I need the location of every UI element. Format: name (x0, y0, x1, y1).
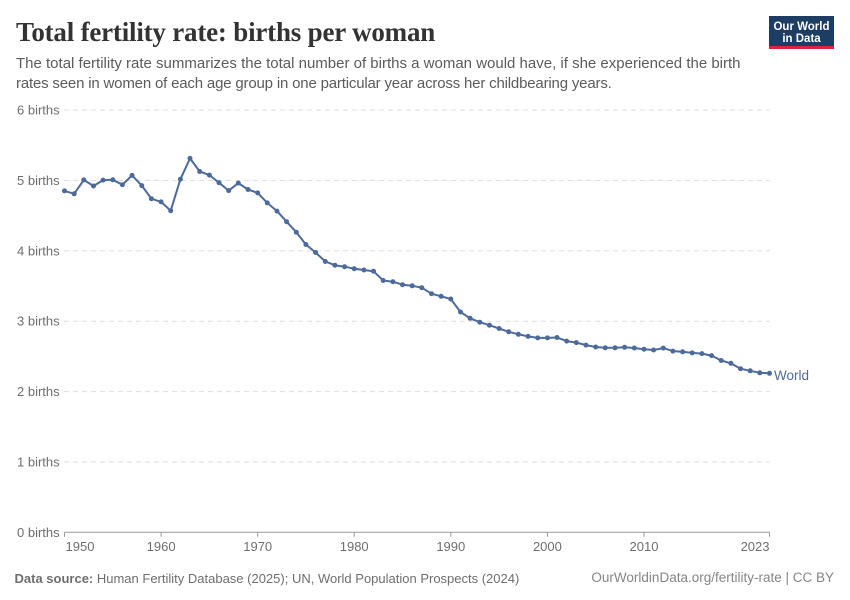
svg-text:World: World (774, 368, 809, 383)
svg-text:1980: 1980 (340, 539, 369, 554)
svg-text:2023: 2023 (741, 539, 770, 554)
svg-text:1970: 1970 (243, 539, 272, 554)
svg-text:1950: 1950 (66, 539, 95, 554)
svg-text:1 births: 1 births (17, 454, 60, 469)
svg-text:2 births: 2 births (17, 384, 60, 399)
svg-text:6 births: 6 births (17, 103, 60, 118)
svg-text:0 births: 0 births (17, 525, 60, 540)
svg-text:1990: 1990 (436, 539, 465, 554)
svg-text:5 births: 5 births (17, 173, 60, 188)
svg-text:2000: 2000 (533, 539, 562, 554)
svg-text:1960: 1960 (147, 539, 176, 554)
svg-text:4 births: 4 births (17, 243, 60, 258)
svg-text:3 births: 3 births (17, 314, 60, 329)
svg-text:2010: 2010 (630, 539, 659, 554)
